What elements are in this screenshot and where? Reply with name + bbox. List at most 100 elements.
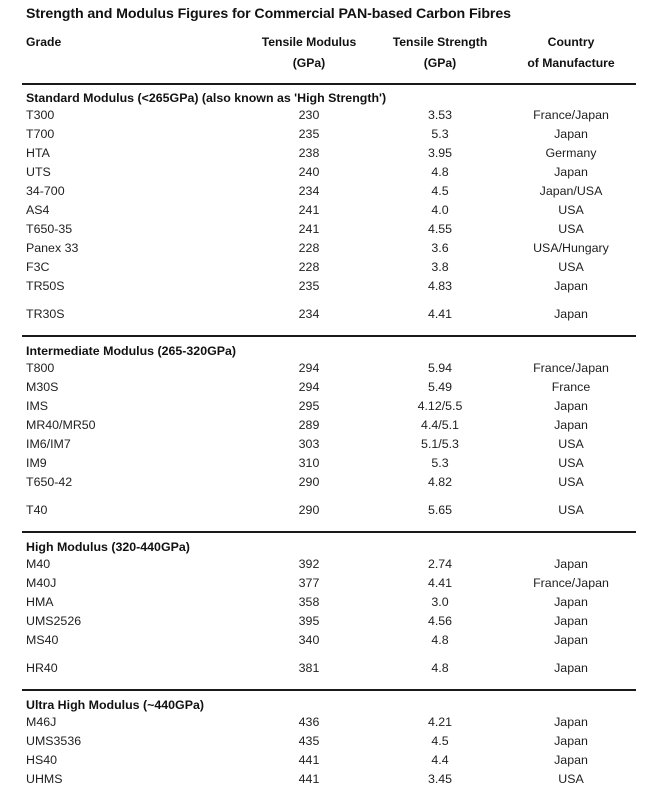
tensile-strength-cell: 4.4/5.1 xyxy=(421,418,459,432)
section-heading: Ultra High Modulus (~440GPa) xyxy=(26,698,204,712)
tensile-modulus-cell: 241 xyxy=(298,203,320,217)
table-row: IMS 295 4.12/5.5 Japan xyxy=(22,397,636,416)
country-cell: USA xyxy=(558,503,584,517)
tensile-strength-cell: 4.5 xyxy=(431,734,449,748)
grade-cell: IMS xyxy=(26,399,49,413)
column-header-tensile-modulus: Tensile Modulus (GPa) xyxy=(244,32,374,74)
grade-cell: M40J xyxy=(26,576,57,590)
grade-cell: HS40 xyxy=(26,753,57,767)
country-cell: USA xyxy=(558,772,584,786)
tensile-strength-cell: 3.8 xyxy=(431,260,449,274)
page-root: Strength and Modulus Figures for Commerc… xyxy=(22,6,636,786)
section-rule xyxy=(22,327,636,339)
table-row: TR50S 235 4.83 Japan xyxy=(22,277,636,296)
tensile-strength-cell: 5.3 xyxy=(431,127,449,141)
horizontal-rule xyxy=(22,689,636,691)
page-title: Strength and Modulus Figures for Commerc… xyxy=(26,6,511,22)
tensile-modulus-cell: 310 xyxy=(298,456,320,470)
country-cell: Japan xyxy=(554,165,588,179)
column-header-country: Country of Manufacture xyxy=(506,32,636,74)
tensile-modulus-cell: 290 xyxy=(298,503,320,517)
section-heading-row: Intermediate Modulus (265-320GPa) xyxy=(22,339,636,359)
table-row: T40 290 5.65 USA xyxy=(22,492,636,523)
grade-cell: M40 xyxy=(26,557,51,571)
column-header-strength-units: (GPa) xyxy=(423,56,457,70)
tensile-modulus-cell: 436 xyxy=(298,715,320,729)
grade-cell: IM6/IM7 xyxy=(26,437,71,451)
tensile-strength-cell: 4.12/5.5 xyxy=(417,399,463,413)
section-rule xyxy=(22,681,636,693)
country-cell: USA xyxy=(558,475,584,489)
country-cell: Japan xyxy=(554,127,588,141)
tensile-modulus-cell: 441 xyxy=(298,753,320,767)
tensile-strength-cell: 4.41 xyxy=(427,307,453,321)
section-rule xyxy=(22,523,636,535)
column-header-grade: Grade xyxy=(22,32,244,74)
country-cell: Japan xyxy=(554,399,588,413)
tensile-modulus-cell: 294 xyxy=(298,380,320,394)
country-cell: USA/Hungary xyxy=(533,241,609,255)
grade-cell: T650-35 xyxy=(26,222,73,236)
grade-cell: MS40 xyxy=(26,633,59,647)
tensile-strength-cell: 5.65 xyxy=(427,503,453,517)
tensile-strength-cell: 4.5 xyxy=(431,184,449,198)
country-cell: Japan/USA xyxy=(539,184,603,198)
grade-cell: TR30S xyxy=(26,307,65,321)
table-body: Standard Modulus (<265GPa) (also known a… xyxy=(22,74,636,789)
country-cell: France/Japan xyxy=(533,361,609,375)
grade-cell: M46J xyxy=(26,715,57,729)
tensile-modulus-cell: 340 xyxy=(298,633,320,647)
tensile-modulus-cell: 238 xyxy=(298,146,320,160)
tensile-modulus-cell: 435 xyxy=(298,734,320,748)
tensile-strength-cell: 4.4 xyxy=(431,753,449,767)
tensile-strength-cell: 5.1/5.3 xyxy=(421,437,459,451)
tensile-modulus-cell: 234 xyxy=(298,184,320,198)
tensile-modulus-cell: 235 xyxy=(298,279,320,293)
table-row: 34-700 234 4.5 Japan/USA xyxy=(22,182,636,201)
table-row: T650-42 290 4.82 USA xyxy=(22,473,636,492)
grade-cell: TR50S xyxy=(26,279,65,293)
tensile-modulus-cell: 294 xyxy=(298,361,320,375)
section-heading: Intermediate Modulus (265-320GPa) xyxy=(26,344,237,358)
tensile-modulus-cell: 303 xyxy=(298,437,320,451)
table-row: UMS3536 435 4.5 Japan xyxy=(22,732,636,751)
tensile-strength-cell: 5.94 xyxy=(427,361,453,375)
table-row: TR30S 234 4.41 Japan xyxy=(22,296,636,327)
table-row: UHMS 441 3.45 USA xyxy=(22,770,636,789)
tensile-modulus-cell: 395 xyxy=(298,614,320,628)
tensile-strength-cell: 4.21 xyxy=(427,715,453,729)
country-cell: Japan xyxy=(554,734,588,748)
table-row: IM9 310 5.3 USA xyxy=(22,454,636,473)
tensile-modulus-cell: 240 xyxy=(298,165,320,179)
section-rule-cell xyxy=(22,74,636,86)
tensile-strength-cell: 4.8 xyxy=(431,661,449,675)
table-row: T800 294 5.94 France/Japan xyxy=(22,359,636,378)
country-cell: Japan xyxy=(554,614,588,628)
grade-cell: Panex 33 xyxy=(26,241,79,255)
tensile-strength-cell: 3.6 xyxy=(431,241,449,255)
table-row: M40 392 2.74 Japan xyxy=(22,555,636,574)
table-row: HR40 381 4.8 Japan xyxy=(22,650,636,681)
tensile-modulus-cell: 441 xyxy=(298,772,320,786)
tensile-strength-cell: 4.8 xyxy=(431,165,449,179)
section-heading: Standard Modulus (<265GPa) (also known a… xyxy=(26,91,387,105)
grade-cell: AS4 xyxy=(26,203,50,217)
table-row: M46J 436 4.21 Japan xyxy=(22,713,636,732)
section-heading: High Modulus (320-440GPa) xyxy=(26,540,190,554)
grade-cell: M30S xyxy=(26,380,59,394)
tensile-strength-cell: 4.82 xyxy=(427,475,453,489)
table-head: Grade Tensile Modulus (GPa) Tensile Stre… xyxy=(22,32,636,74)
grade-cell: UMS3536 xyxy=(26,734,82,748)
country-cell: Japan xyxy=(554,715,588,729)
tensile-modulus-cell: 358 xyxy=(298,595,320,609)
table-row: T300 230 3.53 France/Japan xyxy=(22,106,636,125)
fibre-properties-table: Grade Tensile Modulus (GPa) Tensile Stre… xyxy=(22,32,636,789)
grade-cell: T40 xyxy=(26,503,48,517)
table-row: M40J 377 4.41 France/Japan xyxy=(22,574,636,593)
horizontal-rule xyxy=(22,83,636,85)
country-cell: Japan xyxy=(554,279,588,293)
tensile-strength-cell: 3.0 xyxy=(431,595,449,609)
tensile-strength-cell: 4.41 xyxy=(427,576,453,590)
country-cell: Japan xyxy=(554,595,588,609)
table-row: HMA 358 3.0 Japan xyxy=(22,593,636,612)
